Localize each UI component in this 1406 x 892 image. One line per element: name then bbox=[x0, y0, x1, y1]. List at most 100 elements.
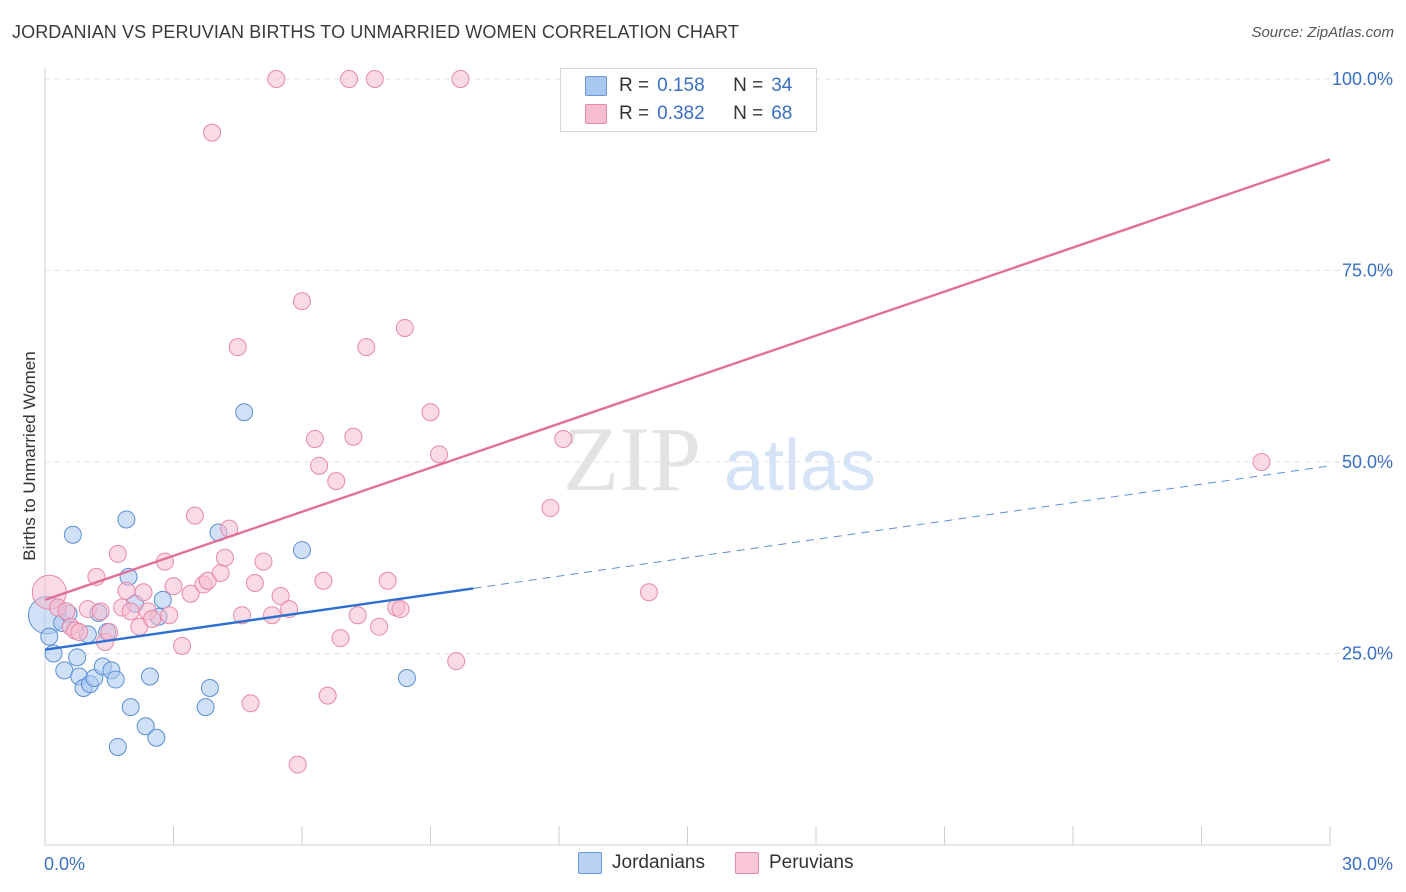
jordanians-point bbox=[397, 669, 416, 688]
peruvians-point bbox=[233, 606, 252, 625]
legend-item-peruvians[interactable]: Peruvians bbox=[734, 852, 854, 874]
jordanians-point bbox=[196, 698, 215, 717]
peruvians-point bbox=[421, 403, 440, 422]
peruvians-point bbox=[181, 584, 200, 603]
peruvians-point bbox=[451, 70, 470, 88]
peruvians-point bbox=[134, 583, 153, 602]
jordanians-point bbox=[147, 728, 166, 747]
y-tick-label: 25.0% bbox=[1342, 644, 1393, 664]
peruvians-point bbox=[117, 581, 136, 600]
peruvians-point bbox=[318, 686, 337, 705]
peruvians-point bbox=[57, 602, 76, 621]
peruvians-trend-line bbox=[44, 158, 1331, 602]
peruvians-point bbox=[245, 574, 264, 593]
legend-item-jordanians[interactable]: Jordanians bbox=[578, 852, 705, 874]
peruvians-point bbox=[121, 602, 140, 621]
peruvians-point bbox=[541, 498, 560, 517]
peruvians-point bbox=[310, 456, 329, 475]
peruvians-point bbox=[327, 472, 346, 491]
peruvians-point bbox=[173, 636, 192, 655]
peruvians-point bbox=[370, 617, 389, 636]
jordanians-point bbox=[108, 737, 127, 756]
jordanians-trend-line bbox=[44, 587, 474, 651]
peruvians-point bbox=[160, 606, 179, 625]
stats-legend-row-jordanians: R = 0.158 N = 34 bbox=[585, 73, 793, 99]
y-tick-label: 75.0% bbox=[1342, 261, 1393, 281]
jordanians-point bbox=[117, 510, 136, 529]
peruvians-point bbox=[430, 445, 449, 464]
n-label: N = bbox=[733, 103, 764, 124]
peruvians-point bbox=[331, 629, 350, 648]
peruvians-point bbox=[344, 427, 363, 446]
peruvians-point bbox=[447, 652, 466, 671]
jordanians-point bbox=[40, 627, 59, 646]
stats-legend-row-peruvians: R = 0.382 N = 68 bbox=[585, 101, 793, 127]
n-value: 34 bbox=[771, 75, 793, 96]
peruvians-point bbox=[314, 571, 333, 590]
chart-title: JORDANIAN VS PERUVIAN BIRTHS TO UNMARRIE… bbox=[12, 22, 739, 42]
jordanians-point bbox=[136, 717, 155, 736]
peruvians-point bbox=[305, 430, 324, 449]
peruvians-point bbox=[203, 123, 222, 142]
peruvians-point bbox=[639, 583, 658, 602]
r-label: R = bbox=[619, 103, 650, 124]
peruvians-point bbox=[1252, 453, 1271, 471]
legend-swatch-blue bbox=[578, 852, 602, 874]
jordanians-point bbox=[153, 590, 172, 609]
r-value: 0.382 bbox=[657, 103, 705, 124]
jordanians-point bbox=[200, 678, 219, 697]
peruvians-point bbox=[108, 544, 127, 563]
jordanians-point bbox=[140, 667, 159, 686]
peruvians-point bbox=[228, 338, 247, 357]
peruvians-point bbox=[378, 571, 397, 590]
peruvians-point bbox=[340, 70, 359, 88]
watermark: ZIP atlas bbox=[563, 408, 876, 510]
peruvians-point bbox=[185, 506, 204, 525]
source-label: Source: ZipAtlas.com bbox=[1251, 24, 1394, 41]
peruvians-point bbox=[395, 318, 414, 337]
peruvians-point bbox=[91, 602, 110, 621]
trend-lines bbox=[44, 158, 1331, 651]
x-tick-label: 0.0% bbox=[44, 854, 85, 874]
legend-swatch-pink bbox=[734, 852, 759, 874]
gridlines bbox=[45, 78, 1393, 654]
jordanians-point bbox=[106, 670, 125, 689]
jordanians-point bbox=[235, 403, 254, 422]
jordanians-point bbox=[68, 648, 87, 667]
peruvians-point bbox=[143, 610, 162, 629]
peruvians-point bbox=[365, 70, 384, 88]
jordanians-point bbox=[121, 698, 140, 717]
peruvians-point bbox=[554, 430, 573, 449]
peruvians-point bbox=[164, 577, 183, 596]
n-value: 68 bbox=[771, 103, 793, 124]
peruvians-point bbox=[357, 338, 376, 357]
data-points bbox=[27, 70, 1271, 774]
peruvians-point bbox=[100, 623, 119, 642]
peruvians-point bbox=[293, 292, 311, 311]
y-tick-label: 50.0% bbox=[1342, 452, 1393, 472]
peruvians-point bbox=[348, 606, 367, 625]
legend-swatch-blue bbox=[585, 76, 607, 96]
legend-swatch-pink bbox=[585, 104, 607, 124]
legend-label-jordanians: Jordanians bbox=[612, 852, 705, 873]
peruvians-point bbox=[241, 694, 260, 713]
peruvians-point bbox=[215, 548, 234, 567]
peruvians-point bbox=[267, 70, 286, 88]
axes bbox=[44, 68, 1331, 846]
jordanians-point bbox=[63, 525, 82, 544]
y-tick-label: 100.0% bbox=[1332, 69, 1393, 89]
peruvians-point bbox=[271, 587, 290, 606]
tick-labels: 25.0% 50.0% 75.0% 100.0% 0.0% 30.0% bbox=[44, 69, 1393, 874]
peruvians-point bbox=[391, 600, 410, 619]
x-tick-label: 30.0% bbox=[1342, 854, 1393, 874]
jordanians-trend-projection bbox=[473, 465, 1331, 589]
peruvians-point bbox=[288, 755, 307, 774]
series-legend: Jordanians Peruvians bbox=[578, 852, 883, 874]
jordanians-point bbox=[55, 661, 74, 680]
r-label: R = bbox=[619, 75, 650, 96]
r-value: 0.158 bbox=[657, 75, 705, 96]
legend-label-peruvians: Peruvians bbox=[768, 852, 854, 873]
watermark-atlas: atlas bbox=[724, 426, 876, 506]
peruvians-point bbox=[211, 564, 230, 583]
